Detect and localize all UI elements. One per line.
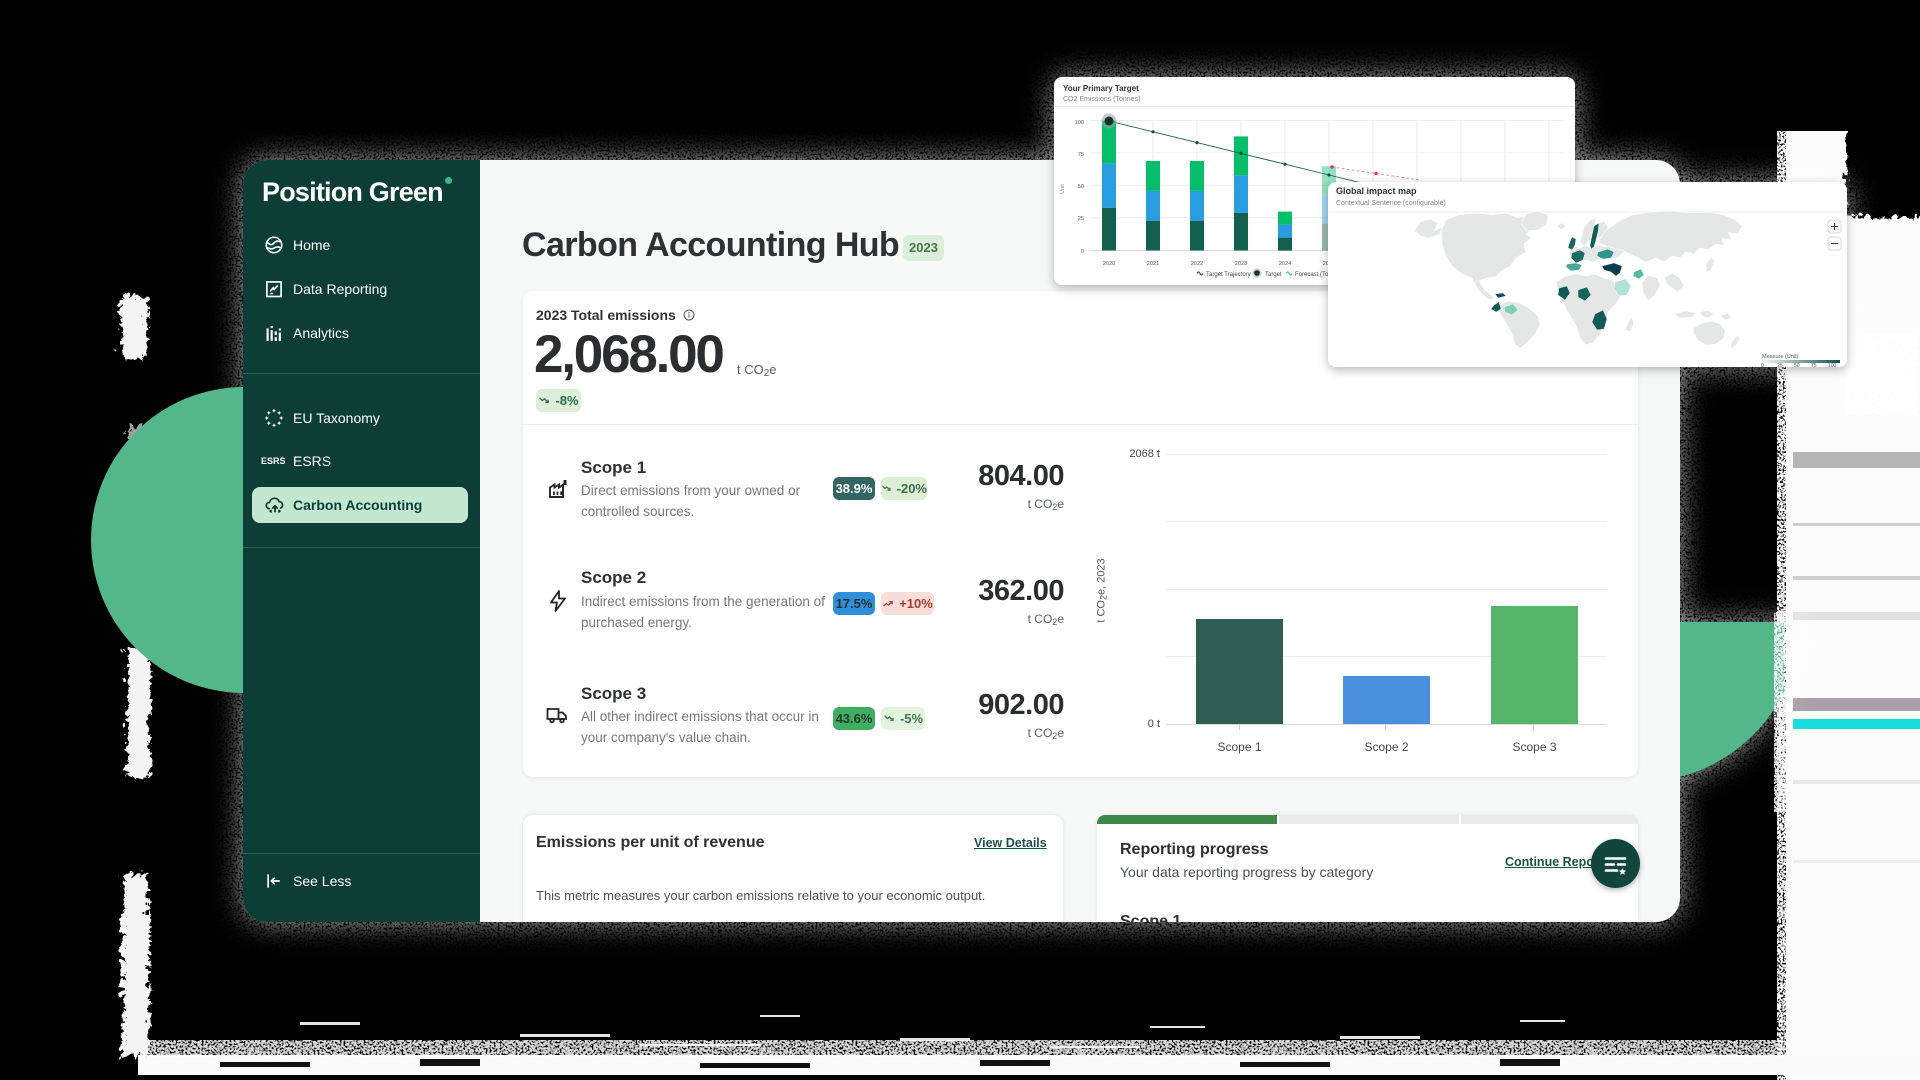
svg-text:2020: 2020 — [1103, 261, 1115, 267]
svg-text:Measure (Unit): Measure (Unit) — [1762, 354, 1799, 360]
svg-text:Target Trajectory: Target Trajectory — [1206, 272, 1251, 278]
svg-text:2021: 2021 — [1147, 261, 1159, 267]
svg-text:25: 25 — [1777, 363, 1783, 367]
svg-text:0: 0 — [1761, 363, 1764, 367]
svg-text:0: 0 — [1081, 249, 1084, 255]
svg-text:100: 100 — [1828, 363, 1837, 367]
svg-text:2024: 2024 — [1279, 261, 1291, 267]
svg-text:Unit: Unit — [1060, 184, 1066, 194]
svg-text:25: 25 — [1078, 216, 1084, 222]
svg-text:100: 100 — [1075, 120, 1084, 126]
svg-text:50: 50 — [1078, 184, 1084, 190]
svg-text:2023: 2023 — [1235, 261, 1247, 267]
svg-text:2022: 2022 — [1191, 261, 1203, 267]
svg-text:Target: Target — [1265, 272, 1282, 278]
svg-text:50: 50 — [1794, 363, 1800, 367]
svg-text:75: 75 — [1811, 363, 1817, 367]
svg-text:75: 75 — [1078, 152, 1084, 158]
